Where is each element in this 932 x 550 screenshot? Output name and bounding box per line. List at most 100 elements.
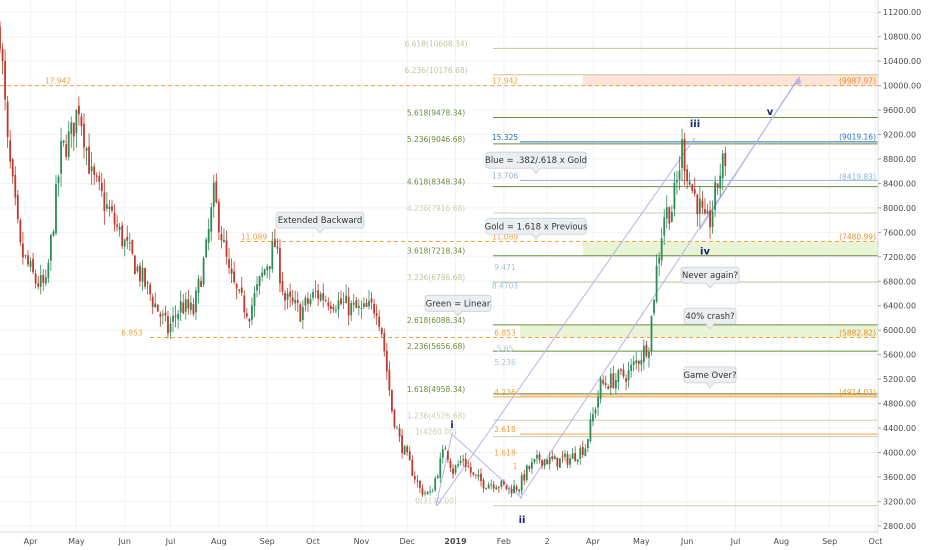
candle-body bbox=[62, 140, 65, 143]
candle-body bbox=[459, 461, 462, 463]
y-tick-label: 8000.00 bbox=[883, 204, 916, 213]
wave-label: iv bbox=[700, 246, 710, 257]
level-right-label: (5882.82) bbox=[839, 329, 876, 338]
level-label: 6.236(10176.68) bbox=[404, 66, 467, 75]
level-label: 1.618(4958.34) bbox=[407, 385, 465, 394]
candle-body bbox=[187, 299, 190, 309]
candle-body bbox=[403, 446, 406, 455]
channel-line-upper bbox=[436, 137, 696, 506]
level-right-label: (7480.99) bbox=[839, 233, 876, 242]
level-label: 5.236 bbox=[494, 358, 516, 367]
x-tick-label: Sep bbox=[822, 537, 837, 546]
grid bbox=[0, 0, 878, 532]
candle-body bbox=[658, 257, 661, 264]
callout-box bbox=[485, 217, 587, 240]
candle-body bbox=[630, 364, 633, 371]
candle-body bbox=[477, 474, 480, 477]
callout-text: Blue = .382/.618 x Gold bbox=[485, 156, 587, 166]
candle-body bbox=[515, 486, 518, 490]
x-tick-label: Oct bbox=[869, 537, 883, 546]
candle-body bbox=[55, 183, 57, 234]
candle-body bbox=[553, 456, 556, 460]
candle-body bbox=[144, 268, 146, 287]
candle-body bbox=[447, 450, 449, 460]
candle-body bbox=[704, 209, 706, 214]
candle-body bbox=[622, 369, 625, 377]
candle-body bbox=[22, 243, 24, 258]
level-label: 15.325 bbox=[492, 133, 518, 142]
candle-body bbox=[475, 474, 477, 476]
x-tick-label: May bbox=[68, 537, 85, 546]
candle-body bbox=[505, 485, 508, 490]
level-label: 8.4703 bbox=[492, 281, 518, 290]
callouts: Extended Backward Blue = .382/.618 x Gold… bbox=[275, 151, 740, 389]
candle-body bbox=[719, 175, 722, 189]
callout-text: Game Over? bbox=[684, 371, 737, 381]
candle-body bbox=[197, 278, 200, 293]
level-label: 0(3130.00) bbox=[415, 497, 457, 506]
candle-body bbox=[72, 122, 75, 137]
candle-body bbox=[411, 460, 414, 476]
y-tick-label: 9200.00 bbox=[883, 131, 916, 140]
candle-body bbox=[88, 146, 90, 174]
candle-body bbox=[240, 287, 243, 293]
candle-body bbox=[642, 345, 645, 363]
candle-body bbox=[304, 297, 307, 306]
candle-body bbox=[118, 226, 121, 230]
candle-body bbox=[19, 220, 22, 243]
level-label: 9.471 bbox=[494, 263, 516, 272]
candle-body bbox=[289, 291, 292, 297]
candle-body bbox=[579, 448, 582, 459]
candle-body bbox=[357, 305, 360, 308]
y-tick-label: 10800.00 bbox=[883, 33, 921, 42]
level-label: 5.85 bbox=[497, 344, 514, 353]
candle-body bbox=[151, 296, 154, 307]
candle-body bbox=[215, 181, 218, 203]
y-tick-label: 8400.00 bbox=[883, 179, 916, 188]
y-axis: 2800.00 3200.00 3600.00 4000.00 4400.00 4800.… bbox=[877, 0, 921, 532]
candle-body bbox=[375, 312, 378, 316]
candle-body bbox=[378, 316, 381, 327]
candle-body bbox=[309, 299, 312, 305]
level-label: 4.236(7916.68) bbox=[407, 204, 465, 213]
candle-body bbox=[696, 194, 699, 215]
trend-lines bbox=[435, 76, 801, 506]
level-label: 17.942 bbox=[492, 77, 518, 86]
level-left-label: 11.089 bbox=[241, 233, 267, 242]
candle-body bbox=[676, 180, 678, 183]
candle-body bbox=[14, 175, 17, 198]
candle-body bbox=[164, 312, 167, 316]
level-label: 5.618(9478.34) bbox=[407, 109, 465, 118]
candle-body bbox=[431, 491, 434, 493]
candle-body bbox=[337, 300, 340, 310]
candle-body bbox=[70, 122, 73, 134]
candle-body bbox=[116, 224, 118, 227]
candle-body bbox=[640, 360, 643, 365]
candle-body bbox=[149, 284, 152, 295]
callout: Gold = 1.618 x Previous bbox=[485, 217, 588, 240]
candle-body bbox=[492, 484, 495, 489]
wave-label: iii bbox=[690, 119, 700, 130]
candle-body bbox=[128, 242, 131, 244]
candle-body bbox=[133, 255, 136, 275]
candle-body bbox=[528, 466, 531, 470]
x-tick-label: Apr bbox=[24, 537, 39, 546]
x-tick-label: Sep bbox=[260, 537, 275, 546]
candle-body bbox=[301, 307, 304, 321]
candle-body bbox=[452, 468, 454, 475]
candle-body bbox=[391, 389, 393, 412]
candle-body bbox=[126, 236, 129, 241]
candle-body bbox=[253, 293, 256, 307]
candle-body bbox=[230, 268, 233, 274]
callout: Blue = .382/.618 x Gold bbox=[485, 151, 587, 174]
level-right-label: (4914.03) bbox=[839, 388, 876, 397]
y-tick-label: 4800.00 bbox=[883, 400, 916, 409]
candle-body bbox=[406, 446, 409, 453]
y-tick-label: 11200.00 bbox=[883, 8, 921, 17]
zone-band bbox=[520, 324, 878, 338]
level-left-label: 17.942 bbox=[45, 77, 71, 86]
candle-body bbox=[350, 302, 353, 316]
candle-body bbox=[93, 166, 96, 175]
zone-band bbox=[520, 393, 878, 397]
candle-body bbox=[716, 183, 719, 188]
